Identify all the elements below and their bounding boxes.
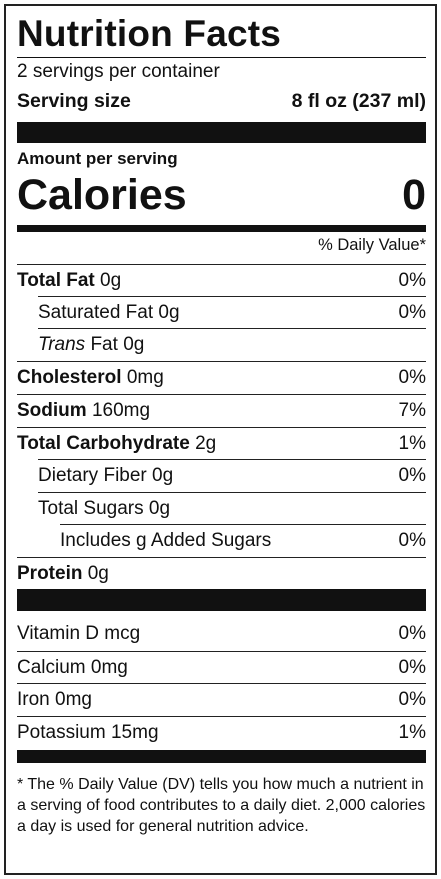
vitamin-name: Calcium bbox=[17, 656, 86, 678]
vitamin-name: Vitamin D bbox=[17, 623, 100, 644]
nutrient-name: Total Carbohydrate bbox=[17, 432, 190, 454]
nutrient-amount: 0g bbox=[100, 269, 122, 291]
nutrient-dv: 7% bbox=[398, 399, 426, 421]
calories-row: Calories 0 bbox=[17, 171, 426, 220]
amount-per-serving: Amount per serving bbox=[17, 149, 178, 168]
vitamin-name: Iron bbox=[17, 688, 50, 710]
servings-per-container: 2 servings per container bbox=[17, 61, 220, 82]
serving-size-value: 8 fl oz (237 ml) bbox=[291, 90, 426, 112]
nutrient-amount: 0mg bbox=[126, 366, 164, 388]
nutrient-row-added-sugars: Includes g Added Sugars 0% bbox=[60, 524, 426, 556]
serving-size-label: Serving size bbox=[17, 90, 131, 112]
nutrient-name: Total Sugars bbox=[38, 497, 144, 519]
vitamin-row-vitamin-d: Vitamin D mcg 0% bbox=[17, 618, 426, 650]
nutrient-row-total-sugars: Total Sugars 0g bbox=[38, 492, 426, 524]
nutrient-name: Total Fat bbox=[17, 269, 95, 291]
nutrient-name: Saturated Fat bbox=[38, 301, 154, 323]
nutrient-name: Protein bbox=[17, 562, 83, 584]
nutrient-amount: 0g bbox=[87, 562, 109, 584]
nutrient-row-protein: Protein 0g bbox=[17, 557, 426, 589]
vitamin-row-potassium: Potassium 15mg 1% bbox=[17, 716, 426, 748]
calories-label: Calories bbox=[17, 171, 187, 219]
vitamin-dv: 0% bbox=[398, 688, 426, 710]
nutrient-amount: 160mg bbox=[91, 399, 151, 421]
nutrient-amount: 0g bbox=[148, 497, 171, 519]
nutrient-amount: 2g bbox=[195, 432, 217, 454]
medium-divider bbox=[17, 225, 426, 232]
nutrient-row-sodium: Sodium 160mg 7% bbox=[17, 394, 426, 426]
nutrient-dv: 0% bbox=[398, 301, 426, 323]
nutrient-dv: 0% bbox=[398, 464, 426, 486]
nutrient-amount: 0g bbox=[123, 333, 145, 355]
daily-value-header: % Daily Value* bbox=[318, 236, 426, 254]
nutrient-amount: 0g bbox=[152, 464, 174, 486]
title-divider bbox=[17, 57, 426, 58]
thick-divider-top bbox=[17, 122, 426, 143]
nutrient-name-suffix: Fat bbox=[90, 333, 118, 355]
nutrient-amount: 0g bbox=[158, 301, 180, 323]
vitamin-amount: mcg bbox=[104, 623, 141, 644]
nutrient-row-trans-fat: Trans Fat 0g bbox=[38, 328, 426, 360]
nutrient-name: Trans bbox=[38, 333, 86, 355]
label-title: Nutrition Facts bbox=[17, 13, 282, 54]
thick-divider-bottom bbox=[17, 750, 426, 763]
thick-divider-middle bbox=[17, 589, 426, 611]
daily-value-footnote: * The % Daily Value (DV) tells you how m… bbox=[17, 776, 426, 835]
nutrient-dv: 0% bbox=[398, 529, 426, 551]
vitamin-dv: 1% bbox=[398, 721, 426, 743]
nutrient-row-cholesterol: Cholesterol 0mg 0% bbox=[17, 361, 426, 393]
nutrient-dv: 0% bbox=[398, 366, 426, 388]
nutrient-row-saturated-fat: Saturated Fat 0g 0% bbox=[38, 296, 426, 328]
nutrient-name: Includes g Added Sugars bbox=[60, 529, 272, 551]
vitamin-row-iron: Iron 0mg 0% bbox=[17, 683, 426, 715]
serving-size-row: Serving size 8 fl oz (237 ml) bbox=[17, 90, 426, 113]
calories-value: 0 bbox=[402, 171, 426, 219]
vitamin-amount: 15mg bbox=[110, 721, 159, 743]
vitamin-name: Potassium bbox=[17, 721, 106, 743]
nutrient-dv: 0% bbox=[398, 269, 426, 291]
nutrient-row-dietary-fiber: Dietary Fiber 0g 0% bbox=[38, 459, 426, 491]
nutrient-dv: 1% bbox=[398, 432, 426, 454]
nutrient-name: Cholesterol bbox=[17, 366, 122, 388]
nutrient-row-total-fat: Total Fat 0g 0% bbox=[17, 264, 426, 296]
vitamin-amount: 0mg bbox=[90, 656, 128, 678]
nutrition-facts-label: Nutrition Facts 2 servings per container… bbox=[4, 4, 437, 875]
vitamin-row-calcium: Calcium 0mg 0% bbox=[17, 651, 426, 683]
vitamin-dv: 0% bbox=[398, 623, 426, 644]
nutrient-name: Sodium bbox=[17, 399, 87, 421]
nutrient-name: Dietary Fiber bbox=[38, 464, 147, 486]
vitamin-amount: 0mg bbox=[55, 688, 92, 710]
vitamin-dv: 0% bbox=[398, 656, 426, 678]
nutrient-row-total-carbohydrate: Total Carbohydrate 2g 1% bbox=[17, 427, 426, 459]
